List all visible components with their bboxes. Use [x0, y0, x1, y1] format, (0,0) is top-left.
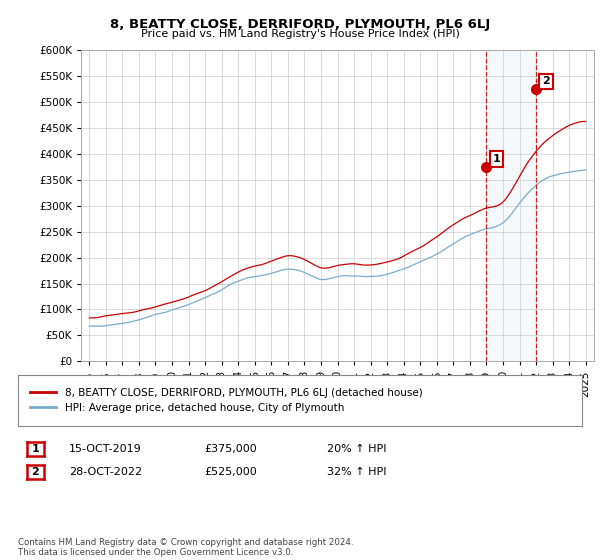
Text: 2: 2 [542, 77, 550, 86]
Text: 32% ↑ HPI: 32% ↑ HPI [327, 467, 386, 477]
Text: 1: 1 [32, 444, 39, 454]
Text: Contains HM Land Registry data © Crown copyright and database right 2024.
This d: Contains HM Land Registry data © Crown c… [18, 538, 353, 557]
Text: 28-OCT-2022: 28-OCT-2022 [69, 467, 142, 477]
Text: £375,000: £375,000 [204, 444, 257, 454]
Text: £525,000: £525,000 [204, 467, 257, 477]
Text: Price paid vs. HM Land Registry's House Price Index (HPI): Price paid vs. HM Land Registry's House … [140, 29, 460, 39]
Legend: 8, BEATTY CLOSE, DERRIFORD, PLYMOUTH, PL6 6LJ (detached house), HPI: Average pri: 8, BEATTY CLOSE, DERRIFORD, PLYMOUTH, PL… [26, 384, 427, 417]
Text: 15-OCT-2019: 15-OCT-2019 [69, 444, 142, 454]
Text: 8, BEATTY CLOSE, DERRIFORD, PLYMOUTH, PL6 6LJ: 8, BEATTY CLOSE, DERRIFORD, PLYMOUTH, PL… [110, 18, 490, 31]
Text: 20% ↑ HPI: 20% ↑ HPI [327, 444, 386, 454]
Text: 1: 1 [493, 154, 500, 164]
Text: 2: 2 [32, 467, 39, 477]
Bar [487, 50, 536, 361]
